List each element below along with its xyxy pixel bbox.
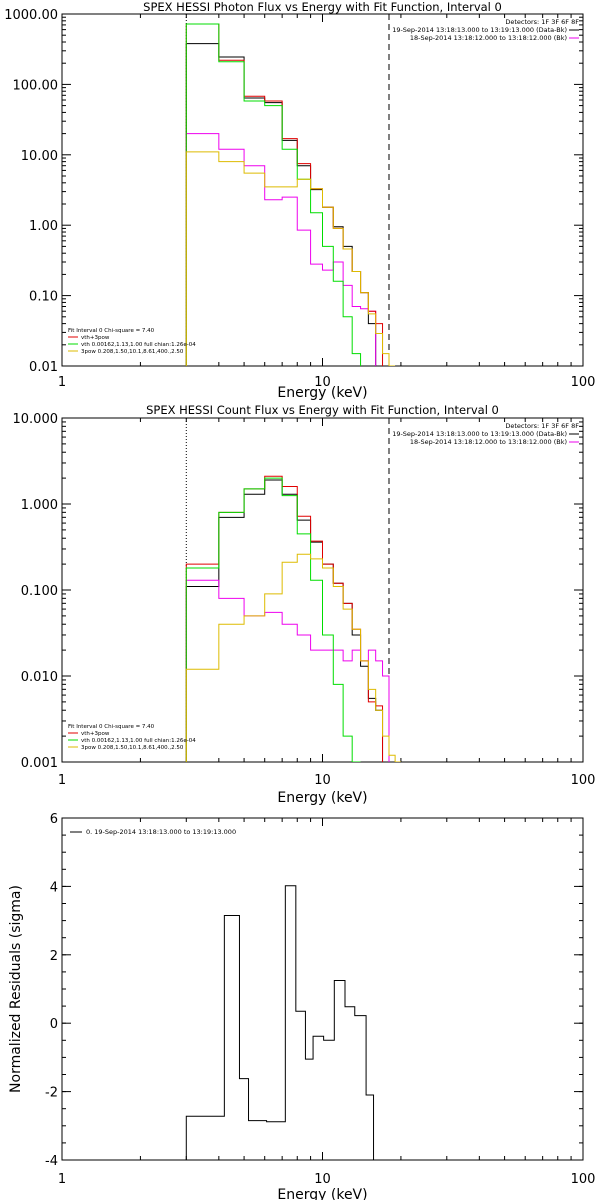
chart-title: SPEX HESSI Count Flux vs Energy with Fit…: [146, 403, 499, 417]
series-bk: [185, 133, 377, 366]
y-tick-label: 10.000: [13, 412, 59, 427]
legend-entry: vth 0.00162,1.13,1.00 full chian:1.26e-0…: [81, 738, 196, 744]
x-tick-label: 100: [571, 1172, 596, 1187]
x-axis: 1 10 100: [58, 418, 596, 788]
x-tick-label: 1: [58, 773, 66, 788]
y-axis-label: Normalized Residuals (sigma): [8, 885, 24, 1093]
header-detectors: Detectors: 1F 3F 6F 8F: [505, 18, 579, 26]
plot-frame: [61, 817, 584, 1161]
y-tick-label: 0.100: [21, 584, 58, 599]
x-axis-label: Energy (keV): [277, 790, 367, 806]
y-axis: -4 -2 0 2 4 6: [45, 812, 583, 1169]
legend-entry: 3pow 0.208,1.50,10.1,8.61,400.,2.50: [81, 349, 184, 355]
y-tick-label: 0.010: [21, 670, 58, 685]
header-data-interval: 19-Sep-2014 13:18:13.000 to 13:19:13.000…: [392, 430, 567, 438]
x-tick-label: 1: [58, 375, 66, 390]
x-axis: 1 10 100: [58, 818, 596, 1187]
x-tick-label: 10: [314, 375, 331, 390]
series-residuals: [185, 885, 375, 1160]
x-tick-label: 10: [314, 1172, 331, 1187]
series-data-bk: [185, 479, 384, 762]
header-data-interval: 19-Sep-2014 13:18:13.000 to 13:19:13.000…: [392, 26, 567, 34]
series-vth: [185, 23, 362, 366]
x-axis-label: Energy (keV): [277, 1187, 367, 1200]
legend-entry: vth+3pow: [81, 335, 110, 341]
chart-title: SPEX HESSI Photon Flux vs Energy with Fi…: [143, 0, 502, 14]
x-tick-label: 1: [58, 1172, 66, 1187]
y-tick-label: 0.01: [29, 360, 58, 375]
legend: Fit Interval 0 Chi-square = 7.40vth+3pow…: [68, 328, 196, 355]
y-tick-label: 10.00: [21, 149, 58, 164]
legend-entry: 3pow 0.208,1.50,10.1,8.61,400.,2.50: [81, 745, 184, 751]
x-tick-label: 100: [571, 375, 596, 390]
series-3pow: [185, 553, 401, 762]
series-bk: [185, 579, 390, 762]
y-tick-label: 6: [50, 812, 58, 827]
legend: 0. 19-Sep-2014 13:18:13.000 to 13:19:13.…: [70, 828, 236, 836]
chart-3: 1 10 100 Energy (keV) -4 -2 0 2 4 6 Normalized Res…: [8, 812, 595, 1200]
legend-title: Fit Interval 0 Chi-square = 7.40: [68, 328, 155, 334]
y-tick-label: 1.00: [29, 219, 58, 234]
series-3pow: [185, 151, 396, 366]
y-axis: 0.01 0.10 1.00 10.00 100.00 1000.00: [4, 8, 583, 375]
x-axis: 1 10 100: [58, 14, 596, 390]
chart-2: SPEX HESSI Count Flux vs Energy with Fit…: [13, 403, 596, 806]
series-vth: [185, 477, 361, 762]
x-axis-label: Energy (keV): [277, 385, 367, 401]
y-tick-label: 0.001: [21, 756, 58, 771]
legend-entry: vth 0.00162,1.13,1.00 full chian:1.26e-0…: [81, 342, 196, 348]
header-detectors: Detectors: 1F 3F 6F 8F: [505, 422, 579, 430]
legend-entry: 0. 19-Sep-2014 13:18:13.000 to 13:19:13.…: [86, 828, 236, 836]
y-tick-label: 100.00: [13, 78, 59, 93]
series-vth+3pow: [185, 475, 384, 762]
series-vth+3pow: [185, 23, 384, 366]
x-tick-label: 10: [314, 773, 331, 788]
chart-1: SPEX HESSI Photon Flux vs Energy with Fi…: [4, 0, 595, 401]
y-tick-label: 0.10: [29, 290, 58, 305]
legend: Fit Interval 0 Chi-square = 7.40vth+3pow…: [68, 724, 196, 751]
header-bk-interval: 18-Sep-2014 13:18:12.000 to 13:18:12.000…: [410, 34, 567, 42]
y-tick-label: 0: [50, 1017, 58, 1032]
header-bk-interval: 18-Sep-2014 13:18:12.000 to 13:18:12.000…: [410, 438, 567, 446]
series-group: [185, 885, 375, 1160]
y-tick-label: -2: [45, 1086, 58, 1101]
x-tick-label: 100: [571, 773, 596, 788]
y-tick-label: -4: [45, 1154, 58, 1169]
y-tick-label: 1.000: [21, 498, 58, 513]
series-group: [185, 475, 401, 762]
y-axis: 0.001 0.010 0.100 1.000 10.000: [13, 412, 583, 771]
y-tick-label: 1000.00: [4, 8, 58, 23]
series-group: [185, 23, 396, 366]
y-tick-label: 2: [50, 949, 58, 964]
legend-entry: vth+3pow: [81, 731, 110, 737]
series-data-bk: [185, 43, 377, 366]
legend-title: Fit Interval 0 Chi-square = 7.40: [68, 724, 155, 730]
y-tick-label: 4: [50, 880, 58, 895]
